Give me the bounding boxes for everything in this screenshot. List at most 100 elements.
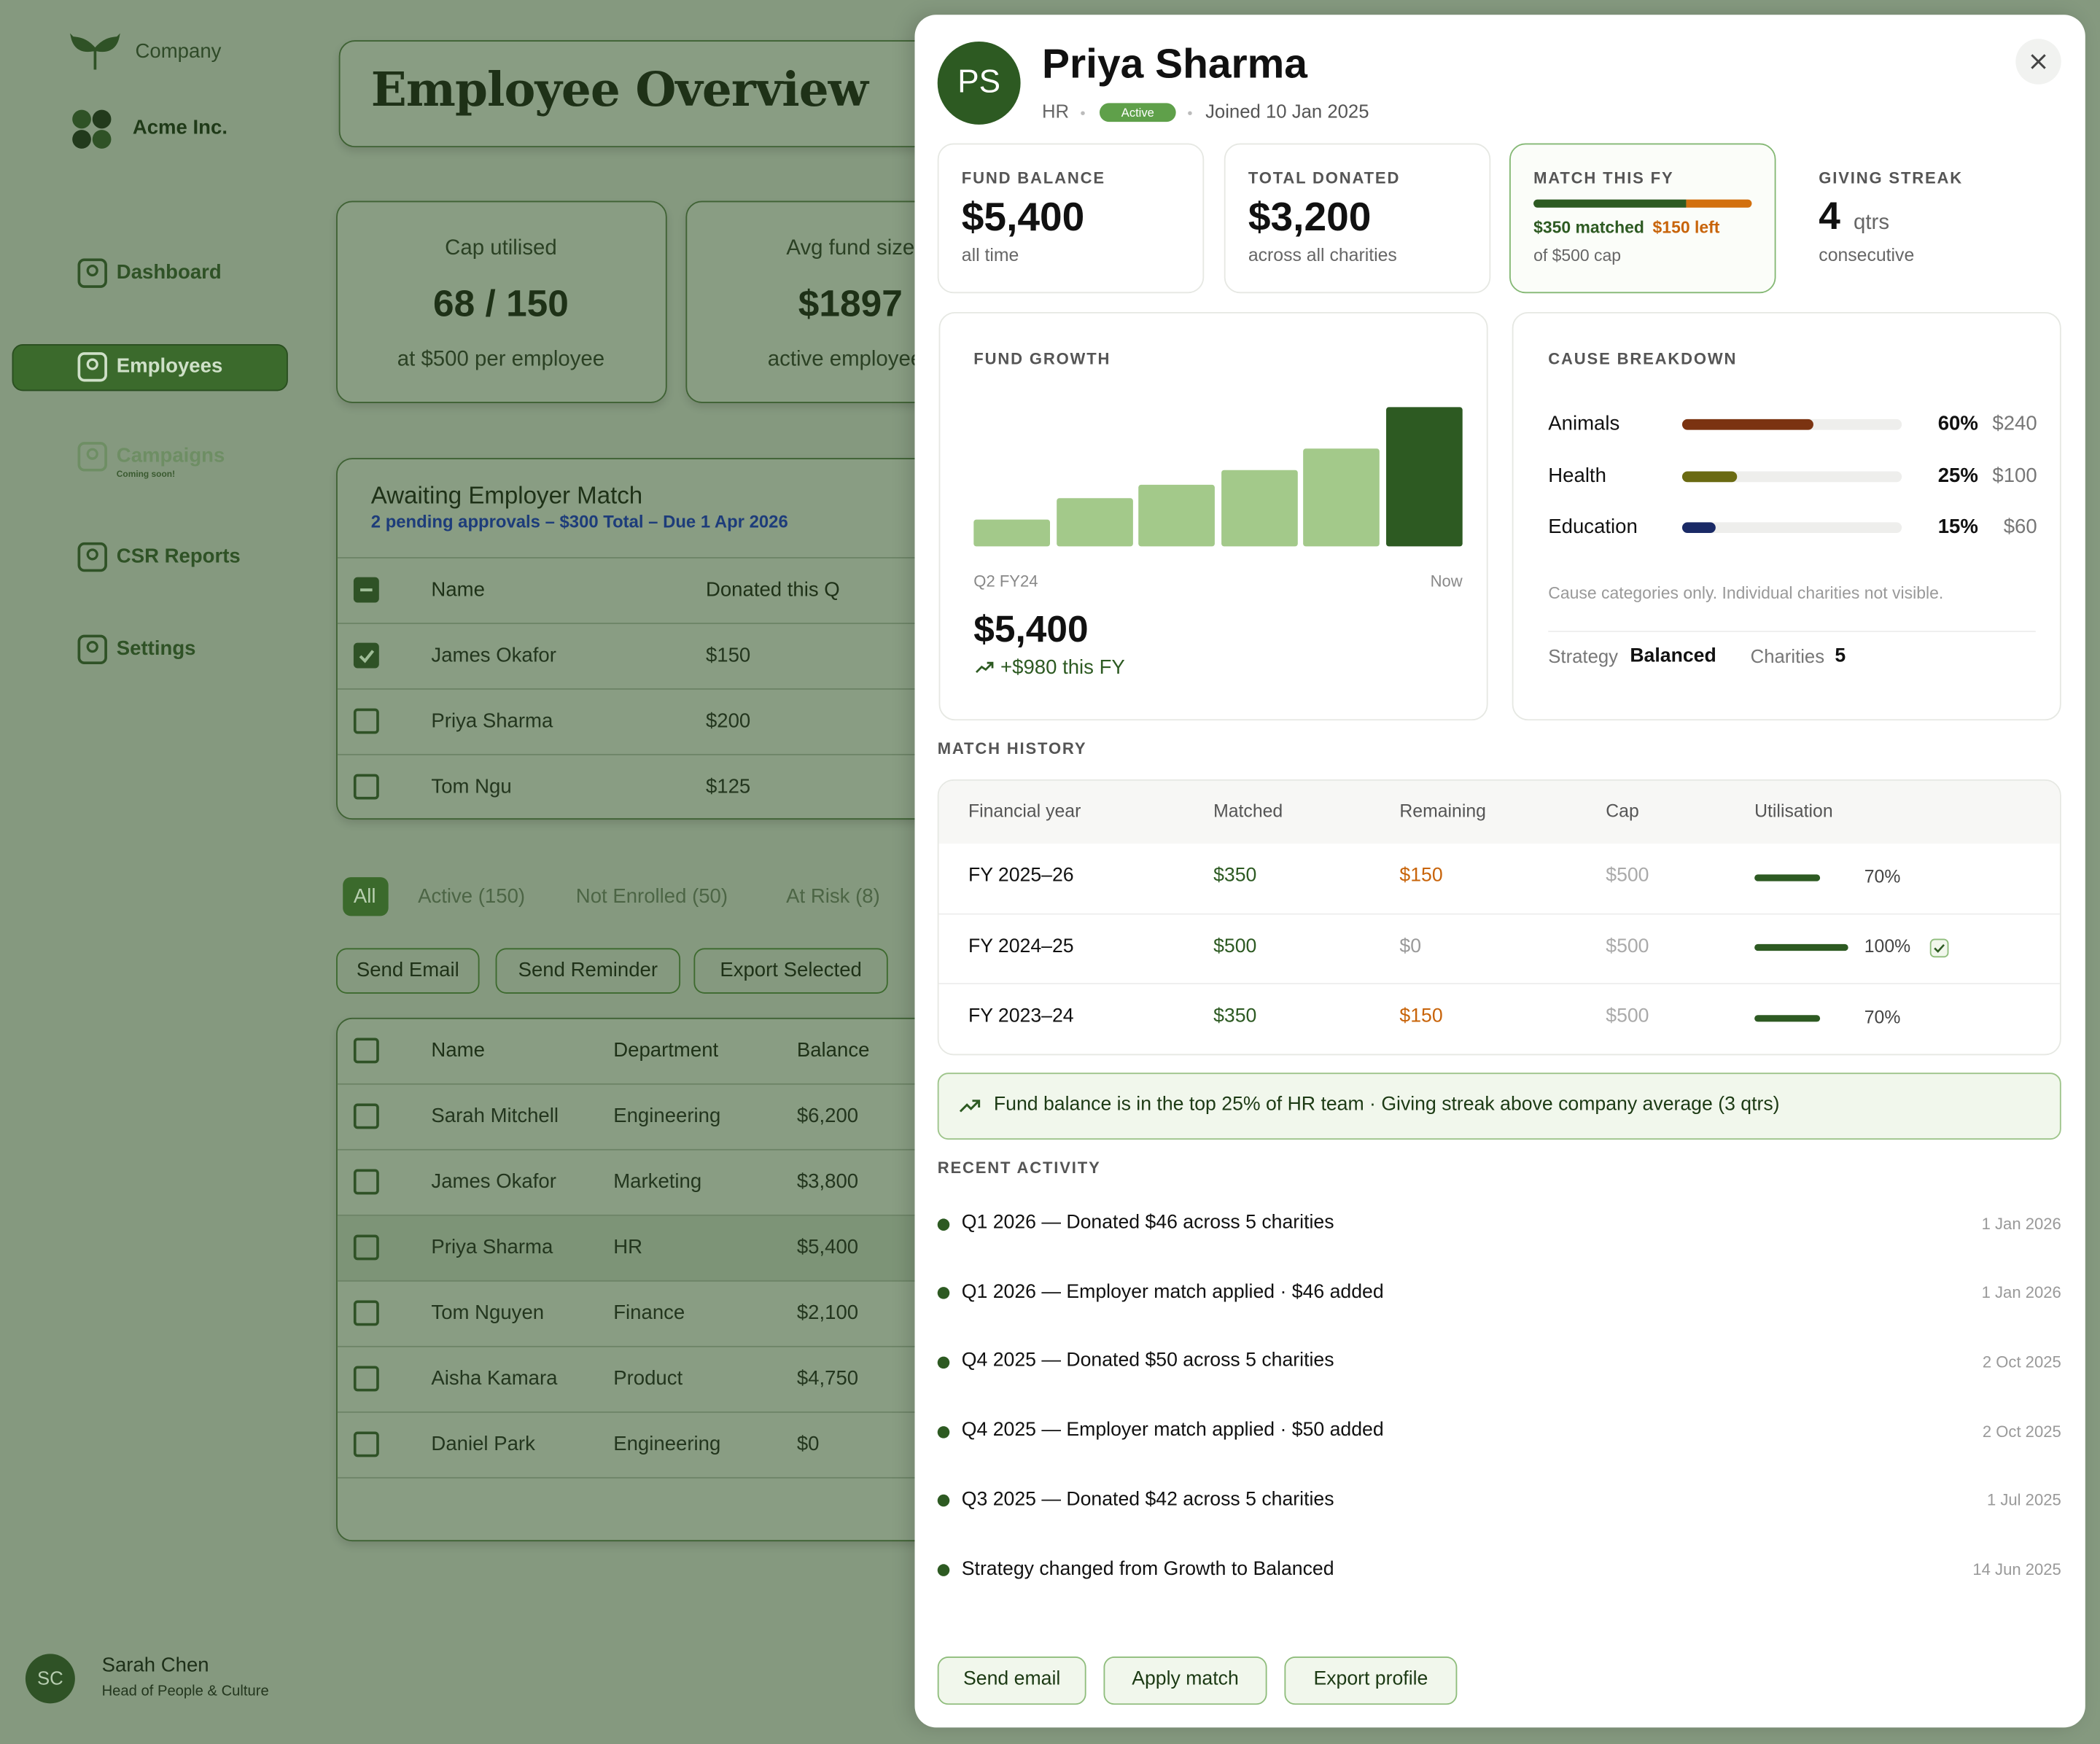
checkbox: [353, 1366, 379, 1392]
nav-item[interactable]: Employees: [116, 354, 223, 378]
divider: [938, 983, 2060, 985]
checkbox: [353, 1300, 379, 1326]
action-label: Send Reminder: [518, 958, 658, 981]
user-initials: SC: [37, 1667, 63, 1689]
chart-title: FUND GROWTH: [973, 349, 1111, 368]
activity-text: Q4 2025 — Employer match applied · $50 a…: [961, 1420, 1384, 1441]
nav-item[interactable]: Campaigns: [116, 444, 225, 467]
cause-pct: 25%: [1937, 464, 1978, 487]
matched: $500: [1213, 935, 1257, 957]
activity-date: 1 Jul 2025: [1987, 1490, 2061, 1510]
action-label: Export Selected: [720, 958, 862, 981]
column-header: Name: [431, 577, 485, 602]
action-button[interactable]: [336, 948, 480, 994]
card-label: MATCH THIS FY: [1533, 168, 1674, 187]
table-divider: [337, 1214, 1008, 1216]
activity-dot: [937, 1425, 950, 1438]
status: Active: [1121, 105, 1154, 120]
action-button[interactable]: [495, 948, 681, 994]
nav-icon: [77, 442, 107, 472]
nav-item[interactable]: CSR Reports: [116, 544, 241, 568]
user-avatar: [25, 1654, 75, 1704]
history-header: [938, 780, 2060, 844]
filter-tab[interactable]: All: [353, 884, 376, 908]
checkbox: [353, 1038, 379, 1064]
filter-tab[interactable]: Not Enrolled (50): [575, 884, 728, 908]
table-cell: $125: [705, 774, 751, 798]
card-label: FUND BALANCE: [961, 168, 1105, 187]
stat-sub: at $500 per employee: [397, 348, 605, 371]
insight-box: [937, 1073, 2061, 1140]
table-cell: James Okafor: [431, 1169, 556, 1193]
trend-icon: [976, 661, 994, 674]
cause-pct: 15%: [1937, 515, 1978, 538]
avatar: [937, 41, 1021, 125]
cause-name: Education: [1548, 515, 1638, 538]
awaiting-card: [336, 458, 1006, 820]
nav-item[interactable]: Settings: [116, 637, 196, 660]
streak-value: 4: [1819, 195, 1840, 238]
button-label: Send email: [963, 1668, 1061, 1690]
filter-tab[interactable]: At Risk (8): [786, 884, 880, 908]
checkbox: [353, 1234, 379, 1261]
activity-dot: [937, 1564, 950, 1576]
matched-label: $350 matched: [1533, 218, 1644, 238]
matched: $350: [1213, 1006, 1257, 1028]
checkbox: [353, 1169, 379, 1195]
table-cell: Tom Ngu: [431, 774, 512, 798]
table-cell: $3,800: [796, 1169, 859, 1193]
table-cell: $4,750: [796, 1366, 859, 1390]
activity-date: 2 Oct 2025: [1982, 1352, 2061, 1371]
column-header: Remaining: [1399, 800, 1486, 821]
table-cell: Tom Nguyen: [431, 1301, 545, 1324]
util-bar: [1754, 944, 1848, 951]
bar: [1138, 484, 1216, 547]
table-cell: $0: [796, 1432, 820, 1455]
user-name: Sarah Chen: [101, 1653, 209, 1677]
table-cell: Marketing: [613, 1169, 702, 1193]
table-cell: Finance: [613, 1301, 685, 1324]
fund-change: +$980 this FY: [1000, 655, 1125, 679]
column-header: Balance: [796, 1038, 870, 1062]
cap: $500: [1606, 1006, 1649, 1028]
panel-button[interactable]: [1284, 1657, 1458, 1705]
activity-dot: [937, 1218, 950, 1231]
divider: [1548, 631, 2036, 632]
table-divider: [337, 1476, 1008, 1479]
left-label: $150 left: [1652, 218, 1720, 238]
table-cell: $6,200: [796, 1104, 859, 1127]
table-cell: Daniel Park: [431, 1432, 535, 1455]
bar: [1386, 407, 1463, 547]
nav-icon: [77, 352, 107, 382]
cause-pct: 60%: [1937, 412, 1978, 435]
panel-button[interactable]: [937, 1657, 1086, 1705]
cause-title: CAUSE BREAKDOWN: [1548, 349, 1738, 368]
section-title: RECENT ACTIVITY: [937, 1157, 1101, 1177]
activity-dot: [937, 1356, 950, 1369]
panel-button[interactable]: [1103, 1657, 1267, 1705]
stat-sub: active employees: [767, 348, 933, 371]
activity-date: 14 Jun 2025: [1972, 1560, 2061, 1579]
matched: $350: [1213, 865, 1257, 887]
bar: [973, 519, 1051, 547]
bar: [1303, 448, 1380, 547]
table-divider: [337, 1411, 1008, 1413]
table-cell: Sarah Mitchell: [431, 1104, 559, 1127]
cap: $500: [1606, 935, 1649, 957]
nav-item[interactable]: Dashboard: [116, 260, 222, 284]
dot: [1188, 111, 1192, 115]
activity-text: Strategy changed from Growth to Balanced: [961, 1558, 1334, 1580]
selected-row: [337, 1215, 1008, 1282]
filter-tab[interactable]: Active (150): [418, 884, 526, 908]
table-cell: Product: [613, 1366, 683, 1390]
activity-text: Q1 2026 — Donated $46 across 5 charities: [961, 1212, 1334, 1234]
stat-card: [937, 143, 1205, 294]
bar: [1056, 498, 1133, 547]
card-label: GIVING STREAK: [1819, 168, 1964, 187]
column-header: Cap: [1606, 800, 1639, 821]
org-name: Acme Inc.: [132, 116, 228, 139]
filter-pill: [343, 877, 389, 916]
action-button[interactable]: [693, 948, 888, 994]
column-header: Donated this Q: [705, 577, 840, 602]
